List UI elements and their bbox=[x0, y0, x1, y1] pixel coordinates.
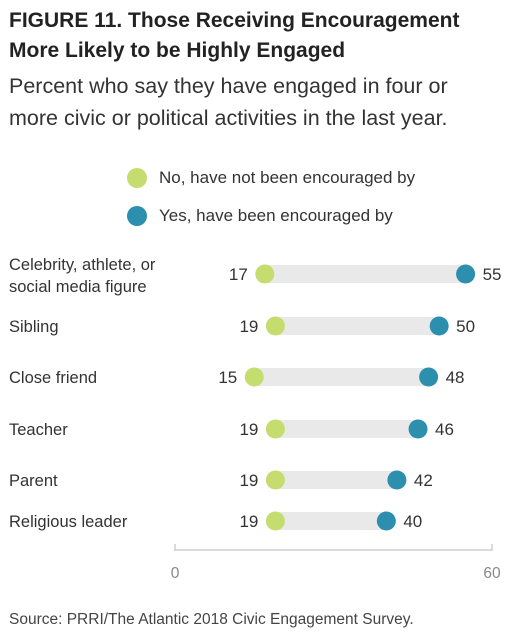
dot-yes bbox=[419, 367, 439, 387]
legend-item-no: No, have not been encouraged by bbox=[127, 167, 415, 189]
category-label: social media figure bbox=[9, 278, 147, 296]
value-label-yes: 55 bbox=[483, 265, 502, 284]
category-label: Sibling bbox=[9, 318, 59, 336]
dot-no bbox=[244, 367, 264, 387]
dot-no bbox=[265, 316, 285, 336]
chart-title: FIGURE 11. Those Receiving Encouragement… bbox=[9, 6, 509, 66]
dot-yes bbox=[408, 419, 428, 439]
value-label-no: 17 bbox=[229, 265, 248, 284]
category-label: Parent bbox=[9, 472, 58, 490]
category-label: Celebrity, athlete, or bbox=[9, 256, 156, 274]
range-track bbox=[254, 368, 429, 386]
value-label-no: 19 bbox=[239, 317, 258, 336]
source-note: Source: PRRI/The Atlantic 2018 Civic Eng… bbox=[9, 611, 414, 628]
dot-no bbox=[255, 264, 275, 284]
dot-no bbox=[265, 470, 285, 490]
chart-title-line-1: FIGURE 11. Those Receiving Encouragement bbox=[9, 9, 460, 32]
dot-yes bbox=[376, 511, 396, 531]
range-track bbox=[275, 420, 419, 438]
chart-subtitle-line-1: Percent who say they have engaged in fou… bbox=[9, 74, 448, 98]
value-label-yes: 42 bbox=[414, 471, 433, 490]
category-label: Teacher bbox=[9, 421, 68, 439]
category-label: Religious leader bbox=[9, 513, 128, 531]
chart-subtitle-line-2: more civic or political activities in th… bbox=[9, 106, 448, 130]
x-tick-label: 60 bbox=[483, 565, 501, 582]
value-label-yes: 48 bbox=[446, 368, 465, 387]
legend-swatch-yes bbox=[127, 206, 147, 226]
dot-yes bbox=[456, 264, 476, 284]
value-label-yes: 50 bbox=[456, 317, 475, 336]
legend-item-yes: Yes, have been encouraged by bbox=[127, 205, 393, 227]
range-track bbox=[275, 471, 397, 489]
dot-no bbox=[265, 511, 285, 531]
legend-label-yes: Yes, have been encouraged by bbox=[159, 206, 393, 225]
chart-title-line-2: More Likely to be Highly Engaged bbox=[9, 39, 346, 62]
range-track bbox=[275, 512, 387, 530]
value-label-no: 15 bbox=[218, 368, 237, 387]
value-label-yes: 46 bbox=[435, 420, 454, 439]
legend-swatch-no bbox=[127, 168, 147, 188]
legend-label-no: No, have not been encouraged by bbox=[159, 168, 416, 187]
dot-yes bbox=[429, 316, 449, 336]
range-track bbox=[275, 317, 440, 335]
range-track bbox=[264, 265, 466, 283]
x-tick-label: 0 bbox=[171, 565, 180, 582]
chart-subtitle: Percent who say they have engaged in fou… bbox=[9, 70, 509, 134]
value-label-no: 19 bbox=[239, 471, 258, 490]
value-label-no: 19 bbox=[239, 420, 258, 439]
dot-no bbox=[265, 419, 285, 439]
dot-yes bbox=[387, 470, 407, 490]
value-label-no: 19 bbox=[239, 512, 258, 531]
category-label: Close friend bbox=[9, 369, 97, 387]
value-label-yes: 40 bbox=[403, 512, 422, 531]
